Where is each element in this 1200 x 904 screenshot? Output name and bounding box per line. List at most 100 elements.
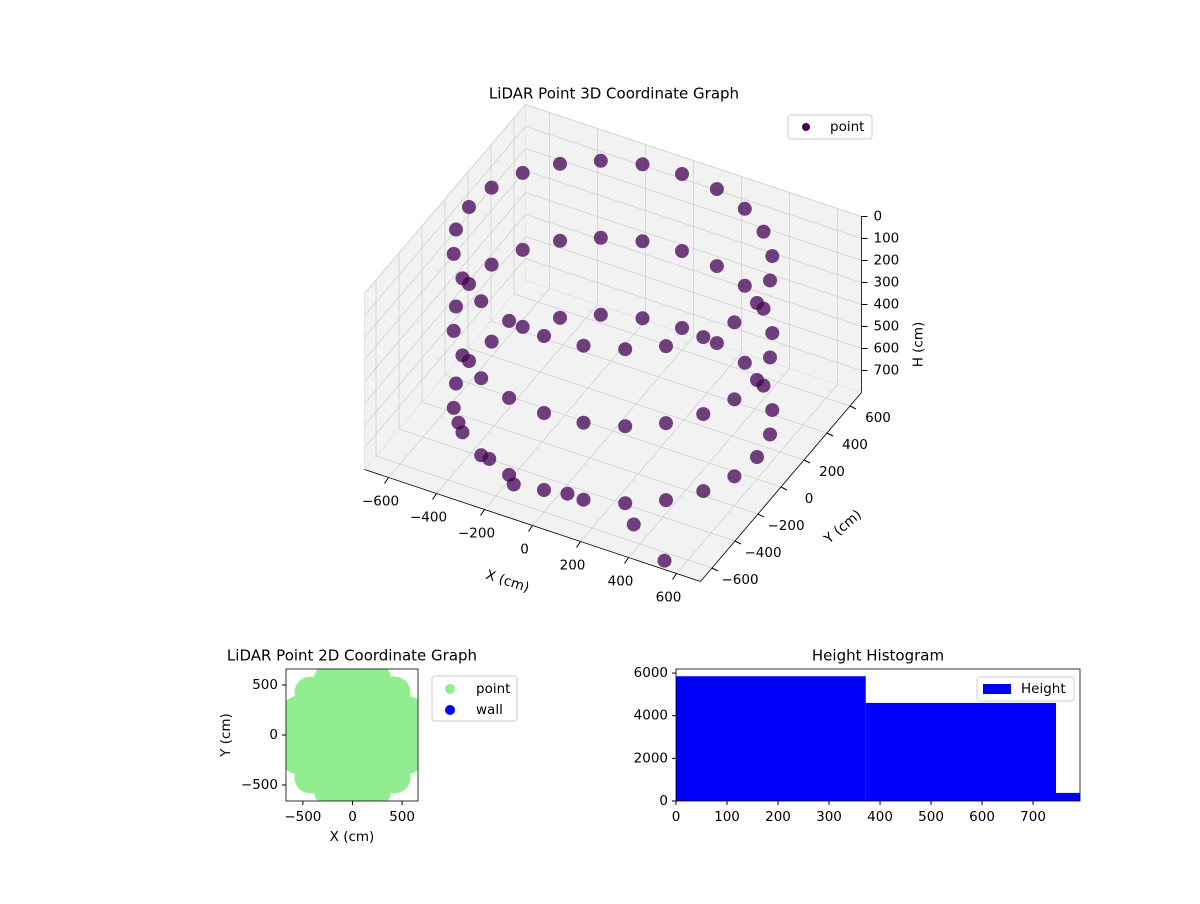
point [756,301,771,316]
y-axis-label: Y (cm) [218,713,234,758]
x-tick-label: 500 [389,809,415,825]
point [618,496,633,511]
z-tick-label: 500 [874,319,900,335]
legend-marker [445,684,455,694]
tick-mark [528,525,533,532]
grid-line [525,170,862,283]
point [446,246,461,261]
point [593,230,608,245]
tick-mark [803,459,811,464]
tick-mark [780,486,788,491]
grid-line [525,104,862,217]
grid-line [364,126,526,316]
bar [1056,792,1080,801]
point [709,259,724,274]
point [484,180,499,195]
x-tick-label: 100 [714,809,740,825]
grid-line [525,236,862,349]
chart-title: Height Histogram [812,647,944,665]
bar [676,676,866,801]
point [462,200,476,214]
point [446,400,461,415]
chart-title: LiDAR Point 2D Coordinate Graph [227,647,477,665]
axes-frame [675,668,1081,802]
point [553,233,567,248]
x-tick-label: 0 [520,542,529,558]
grid-line [364,170,526,360]
point [560,486,575,501]
point [593,153,608,168]
point [675,321,689,335]
z-tick-label: 400 [874,297,900,313]
tick-mark [757,513,765,518]
point [737,278,752,293]
z-tick-label: 0 [874,209,883,225]
grid-line [364,214,526,404]
y-tick-label: 600 [865,410,891,426]
point [537,483,551,497]
grid-line [513,293,851,407]
grid-line [525,126,862,239]
legend-marker [802,123,810,131]
point [635,234,650,249]
point [696,484,711,499]
x-tick-label: −600 [362,494,399,510]
point [763,273,778,288]
y-tick-label: −600 [721,572,758,588]
point [576,492,591,507]
point [657,553,672,568]
x-tick-label: 600 [656,590,682,606]
point [506,477,521,492]
y-tick-label: −200 [767,518,804,534]
tick-mark [480,509,485,516]
point [576,415,591,430]
point [618,342,633,357]
point [446,323,461,338]
y-tick-label: 4000 [634,708,668,724]
point [763,427,778,442]
point [765,326,780,341]
point [750,450,764,464]
tick-mark [384,477,389,484]
point [593,307,608,322]
point [763,350,778,365]
tick-mark [672,573,677,580]
point [484,334,499,349]
point [553,156,567,171]
axis-line [364,469,701,582]
point [737,201,752,216]
point [448,299,463,314]
point [448,376,463,391]
point [553,310,567,325]
point [765,403,780,418]
legend-label: Height [1021,681,1066,697]
z-tick-label: 600 [874,341,900,357]
point [462,277,476,291]
point [515,242,530,257]
tick-mark [826,432,834,437]
legend-box [976,676,1075,702]
point [659,493,673,508]
tick-mark [849,405,857,410]
z-tick-label: 100 [874,231,900,247]
point [675,167,689,181]
point [765,249,780,264]
bar [865,702,1057,801]
point [635,311,650,326]
point [474,294,489,309]
point [448,222,463,237]
y-tick-label: −400 [744,545,781,561]
x-tick-label: 200 [560,558,586,574]
y-tick-label: 0 [659,793,668,809]
x-tick-label: 500 [918,809,944,825]
point [756,378,771,393]
grid-line [364,192,526,382]
legend-box [431,675,518,722]
z-tick-label: 200 [874,253,900,269]
y-tick-label: 6000 [634,665,668,681]
point [391,742,418,774]
tick-mark [432,493,437,500]
point [626,517,641,532]
